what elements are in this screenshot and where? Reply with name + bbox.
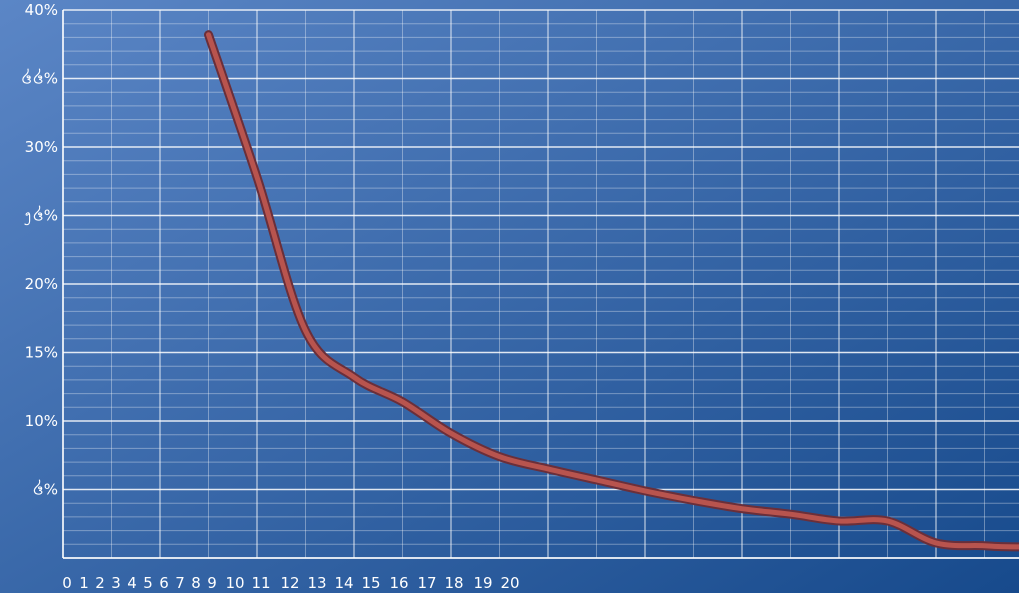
y-tick-label: ᪕% [32, 480, 58, 499]
x-tick-label: 8 [191, 574, 201, 592]
x-tick-label: 0 [62, 574, 72, 592]
y-tick-label: 15% [25, 344, 58, 362]
grid [62, 9, 1019, 559]
series-line [206, 32, 1019, 550]
y-axis-tick-labels: 40% ᪕᪕% 30% ᪂᪕% 20% 15% 10% ᪕% [21, 1, 58, 499]
x-tick-label: 9 [207, 574, 217, 592]
x-tick-label: 13 [307, 574, 326, 592]
x-tick-label: 19 [473, 574, 492, 592]
x-tick-label: 18 [444, 574, 463, 592]
x-tick-label: 15 [361, 574, 380, 592]
x-tick-label: 11 [251, 574, 270, 592]
x-tick-label: 10 [225, 574, 244, 592]
x-tick-label: 20 [500, 574, 519, 592]
x-tick-label: 12 [280, 574, 299, 592]
y-tick-label: 10% [25, 412, 58, 430]
x-tick-label: 7 [175, 574, 185, 592]
x-tick-label: 5 [143, 574, 153, 592]
x-tick-label: 3 [111, 574, 121, 592]
x-tick-label: 1 [79, 574, 89, 592]
series-layer [204, 30, 1019, 552]
y-tick-label: ᪂᪕% [24, 206, 58, 226]
x-tick-label: 17 [417, 574, 436, 592]
y-tick-label: ᪕᪕% [21, 69, 58, 88]
x-tick-label: 2 [95, 574, 105, 592]
x-axis-tick-labels: 0 1 2 3 4 5 6 7 8 9 10 11 12 13 14 15 16 17 18 19 20 [62, 574, 519, 592]
x-tick-label: 16 [389, 574, 408, 592]
y-tick-label: 30% [25, 138, 58, 156]
x-tick-label: 14 [334, 574, 353, 592]
y-tick-label: 40% [25, 1, 58, 19]
y-tick-label: 20% [25, 275, 58, 293]
x-tick-label: 4 [127, 574, 137, 592]
x-tick-label: 6 [159, 574, 169, 592]
